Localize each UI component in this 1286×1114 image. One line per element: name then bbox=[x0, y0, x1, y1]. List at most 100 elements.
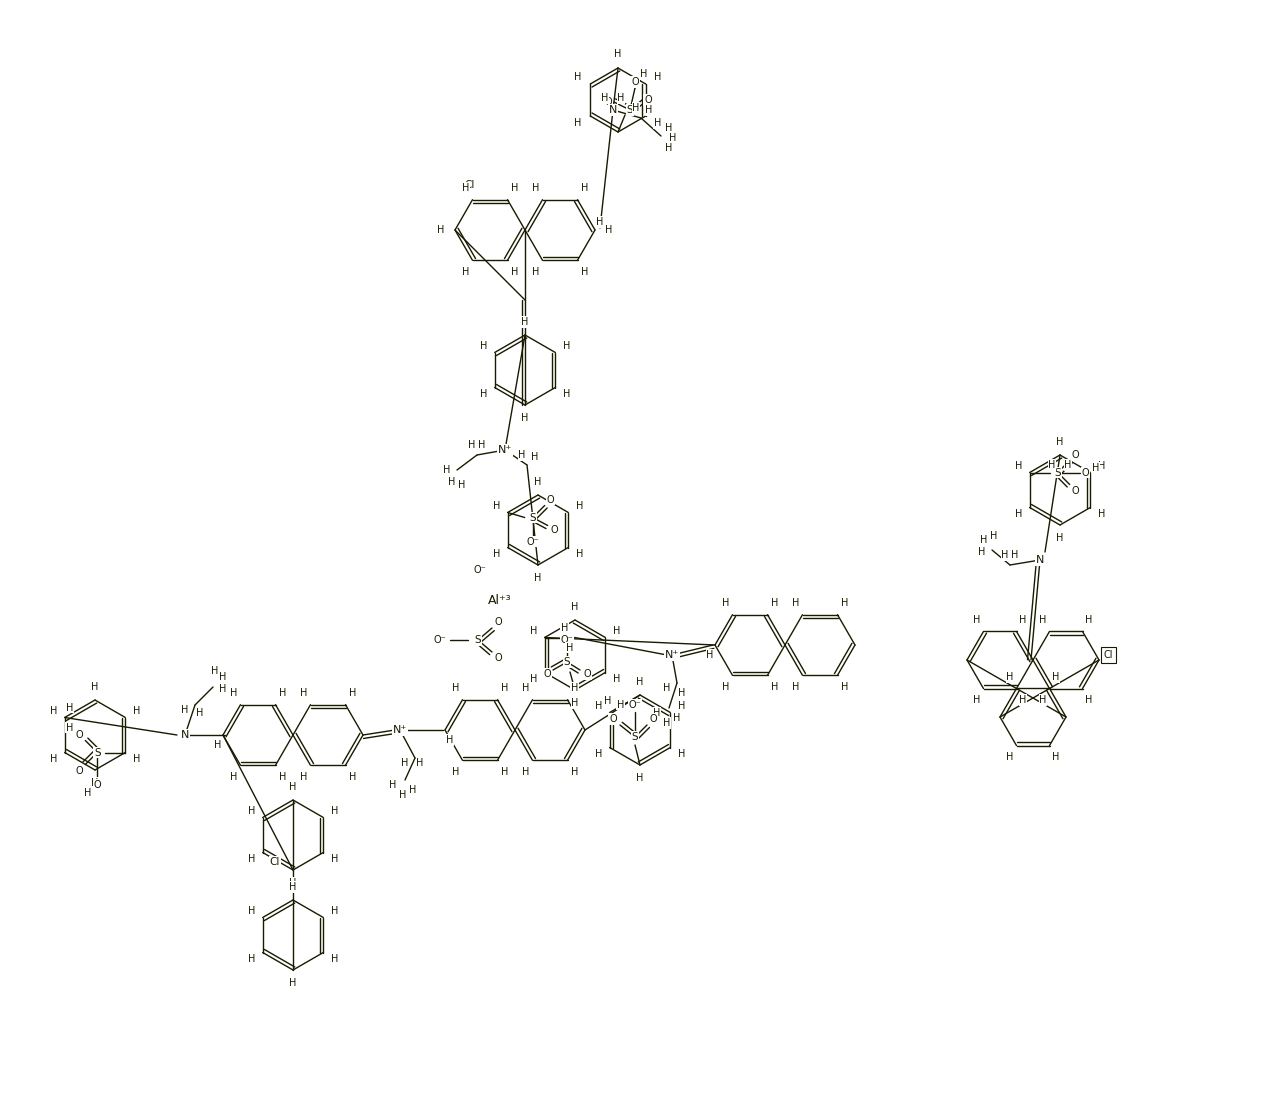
Text: H: H bbox=[640, 69, 648, 79]
Text: H: H bbox=[220, 672, 226, 682]
Text: O⁻: O⁻ bbox=[526, 537, 539, 547]
Text: H: H bbox=[770, 683, 778, 693]
Text: H: H bbox=[617, 700, 624, 710]
Text: H: H bbox=[1048, 460, 1056, 470]
Text: H: H bbox=[493, 549, 500, 559]
Text: N: N bbox=[608, 105, 617, 115]
Text: H: H bbox=[655, 72, 661, 82]
Text: O: O bbox=[649, 714, 657, 724]
Text: O⁻: O⁻ bbox=[561, 635, 574, 645]
Text: H: H bbox=[1085, 695, 1093, 705]
Text: H: H bbox=[458, 480, 466, 490]
Text: O⁻: O⁻ bbox=[629, 700, 642, 710]
Text: H: H bbox=[331, 807, 338, 815]
Text: H: H bbox=[521, 317, 529, 328]
Text: O: O bbox=[583, 670, 590, 680]
Text: H: H bbox=[678, 688, 685, 698]
Text: H: H bbox=[215, 740, 221, 750]
Text: H: H bbox=[637, 677, 644, 687]
Text: S: S bbox=[626, 105, 633, 115]
Text: H: H bbox=[664, 683, 671, 693]
Text: H: H bbox=[279, 687, 287, 697]
Text: H: H bbox=[522, 683, 529, 693]
Text: H: H bbox=[349, 687, 356, 697]
Text: O: O bbox=[547, 495, 554, 505]
Text: Cl: Cl bbox=[464, 180, 476, 190]
Text: H: H bbox=[1098, 461, 1105, 471]
Text: O: O bbox=[494, 653, 502, 663]
Text: H: H bbox=[563, 389, 570, 399]
Text: H: H bbox=[576, 501, 584, 511]
Text: H: H bbox=[1015, 509, 1022, 519]
Text: H: H bbox=[451, 683, 459, 693]
Text: H: H bbox=[462, 183, 469, 193]
Text: H: H bbox=[665, 123, 673, 133]
Text: H: H bbox=[674, 713, 680, 723]
Text: H: H bbox=[518, 450, 526, 460]
Text: H: H bbox=[400, 790, 406, 800]
Text: H: H bbox=[563, 341, 570, 351]
Text: H: H bbox=[50, 754, 57, 764]
Text: H: H bbox=[331, 854, 338, 864]
Text: O: O bbox=[604, 97, 612, 107]
Text: H: H bbox=[575, 72, 581, 82]
Text: O: O bbox=[76, 730, 84, 740]
Text: H: H bbox=[841, 597, 849, 607]
Text: H: H bbox=[300, 687, 307, 697]
Text: H: H bbox=[289, 782, 297, 792]
Text: H: H bbox=[446, 735, 454, 745]
Text: H: H bbox=[571, 768, 579, 778]
Text: H: H bbox=[534, 477, 541, 487]
Text: Cl: Cl bbox=[1103, 649, 1114, 659]
Text: O: O bbox=[1071, 450, 1079, 459]
Text: H: H bbox=[665, 143, 673, 153]
Text: H: H bbox=[500, 683, 508, 693]
Text: H: H bbox=[511, 183, 518, 193]
Text: H: H bbox=[1085, 615, 1093, 625]
Text: O: O bbox=[494, 617, 502, 627]
Text: S: S bbox=[563, 657, 570, 667]
Text: H: H bbox=[530, 626, 538, 636]
Text: H: H bbox=[248, 807, 255, 815]
Text: O: O bbox=[1082, 468, 1089, 478]
Text: H: H bbox=[532, 183, 539, 193]
Text: H: H bbox=[1007, 672, 1013, 682]
Text: H: H bbox=[561, 623, 568, 633]
Text: H: H bbox=[530, 674, 538, 684]
Text: S: S bbox=[530, 512, 536, 522]
Text: H: H bbox=[581, 267, 588, 277]
Text: H: H bbox=[409, 785, 417, 795]
Text: N⁺: N⁺ bbox=[394, 725, 408, 735]
Text: H: H bbox=[979, 547, 985, 557]
Text: N⁺: N⁺ bbox=[498, 444, 512, 455]
Text: Cl: Cl bbox=[270, 857, 280, 867]
Text: H: H bbox=[289, 978, 297, 988]
Text: H: H bbox=[1015, 461, 1022, 471]
Text: H: H bbox=[633, 102, 639, 113]
Text: H: H bbox=[331, 954, 338, 964]
Text: S: S bbox=[94, 747, 100, 758]
Text: H: H bbox=[1020, 695, 1026, 705]
Text: H: H bbox=[197, 709, 203, 719]
Text: H: H bbox=[615, 49, 621, 59]
Text: H: H bbox=[1007, 752, 1013, 762]
Text: O: O bbox=[94, 780, 102, 790]
Text: H: H bbox=[220, 684, 226, 694]
Text: H: H bbox=[521, 413, 529, 423]
Text: H: H bbox=[1092, 462, 1100, 472]
Text: O: O bbox=[1071, 486, 1079, 496]
Text: H: H bbox=[480, 341, 487, 351]
Text: N: N bbox=[1035, 555, 1044, 565]
Text: H: H bbox=[770, 597, 778, 607]
Text: H: H bbox=[390, 780, 396, 790]
Text: H: H bbox=[664, 719, 671, 729]
Text: H: H bbox=[1020, 615, 1026, 625]
Text: O: O bbox=[644, 95, 652, 105]
Text: H: H bbox=[300, 772, 307, 782]
Text: H: H bbox=[480, 389, 487, 399]
Text: H: H bbox=[1002, 550, 1008, 560]
Text: S: S bbox=[475, 635, 481, 645]
Text: H: H bbox=[792, 683, 799, 693]
Text: O: O bbox=[550, 525, 558, 535]
Text: O: O bbox=[543, 670, 550, 680]
